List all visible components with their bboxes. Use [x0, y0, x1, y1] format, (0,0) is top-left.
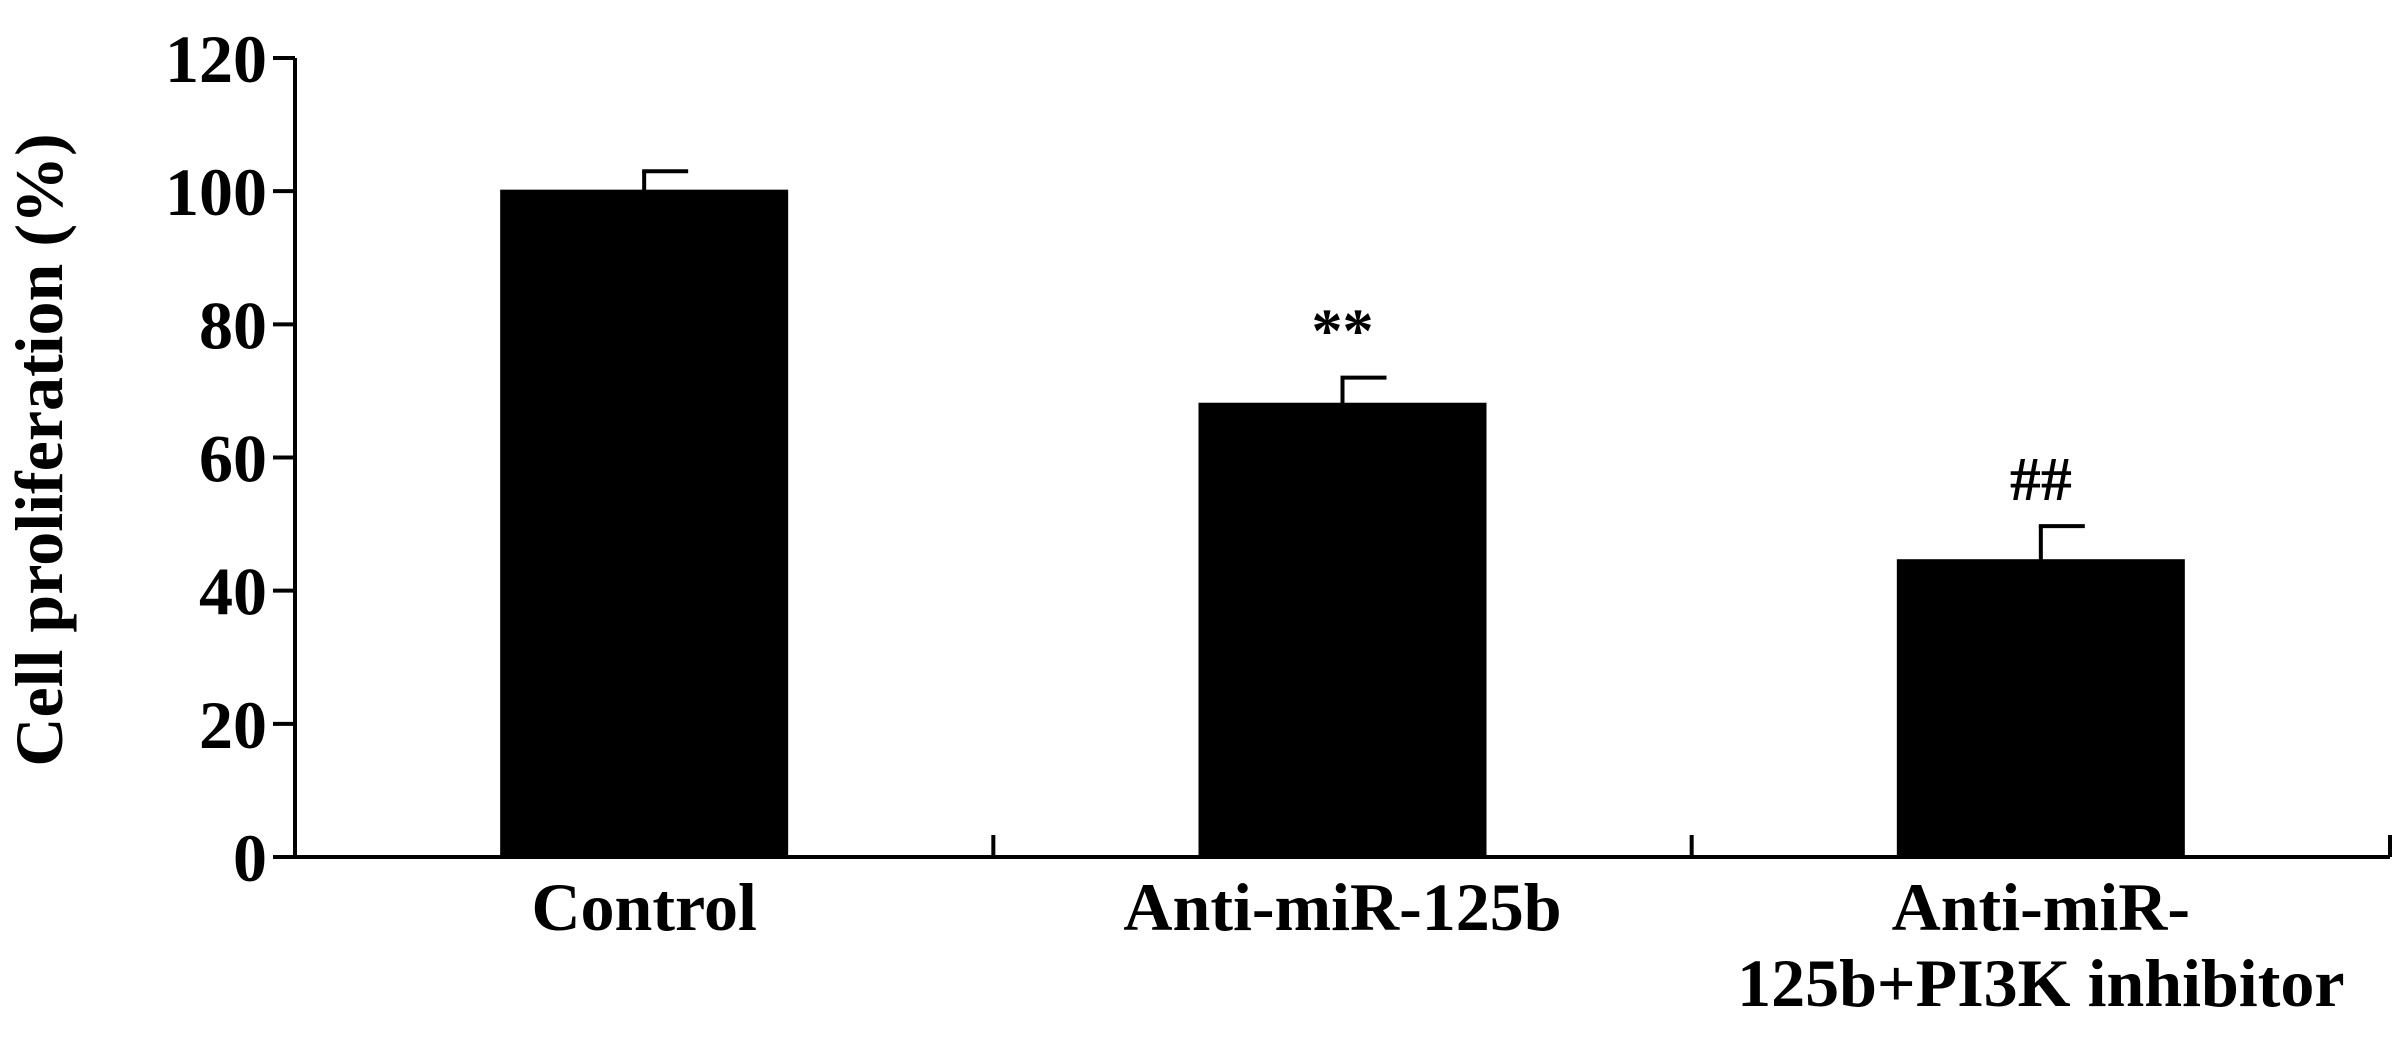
y-tick-label: 100 — [165, 154, 267, 230]
bar — [500, 189, 789, 859]
y-axis-label: Cell proliferation (%) — [1, 133, 77, 766]
y-tick-label: 120 — [165, 21, 267, 97]
x-tick-label: 125b+PI3K inhibitor — [1737, 945, 2344, 1021]
x-tick-labels: Control Anti-miR-125b Anti-miR-125b+PI3K i… — [531, 869, 2344, 1021]
x-tick-label: Control — [531, 869, 756, 945]
y-ticks: 0 20 40 60 80 100 120 — [165, 21, 295, 896]
significance-label: ## — [2010, 446, 2072, 514]
y-tick-label: 80 — [199, 287, 267, 363]
y-tick-label: 40 — [199, 554, 267, 630]
bar — [1896, 559, 2185, 859]
significance-label: ** — [1312, 298, 1374, 366]
y-tick-label: 20 — [199, 687, 267, 763]
y-tick-label: 0 — [233, 820, 267, 896]
bars: ** ## — [500, 169, 2185, 859]
y-axis-label-group: Cell proliferation (%) — [1, 133, 77, 766]
x-tick-label: Anti-miR-125b — [1123, 869, 1561, 945]
x-tick-label: Anti-miR- — [1892, 869, 2190, 945]
y-tick-label: 60 — [199, 421, 267, 497]
bar — [1198, 402, 1487, 859]
